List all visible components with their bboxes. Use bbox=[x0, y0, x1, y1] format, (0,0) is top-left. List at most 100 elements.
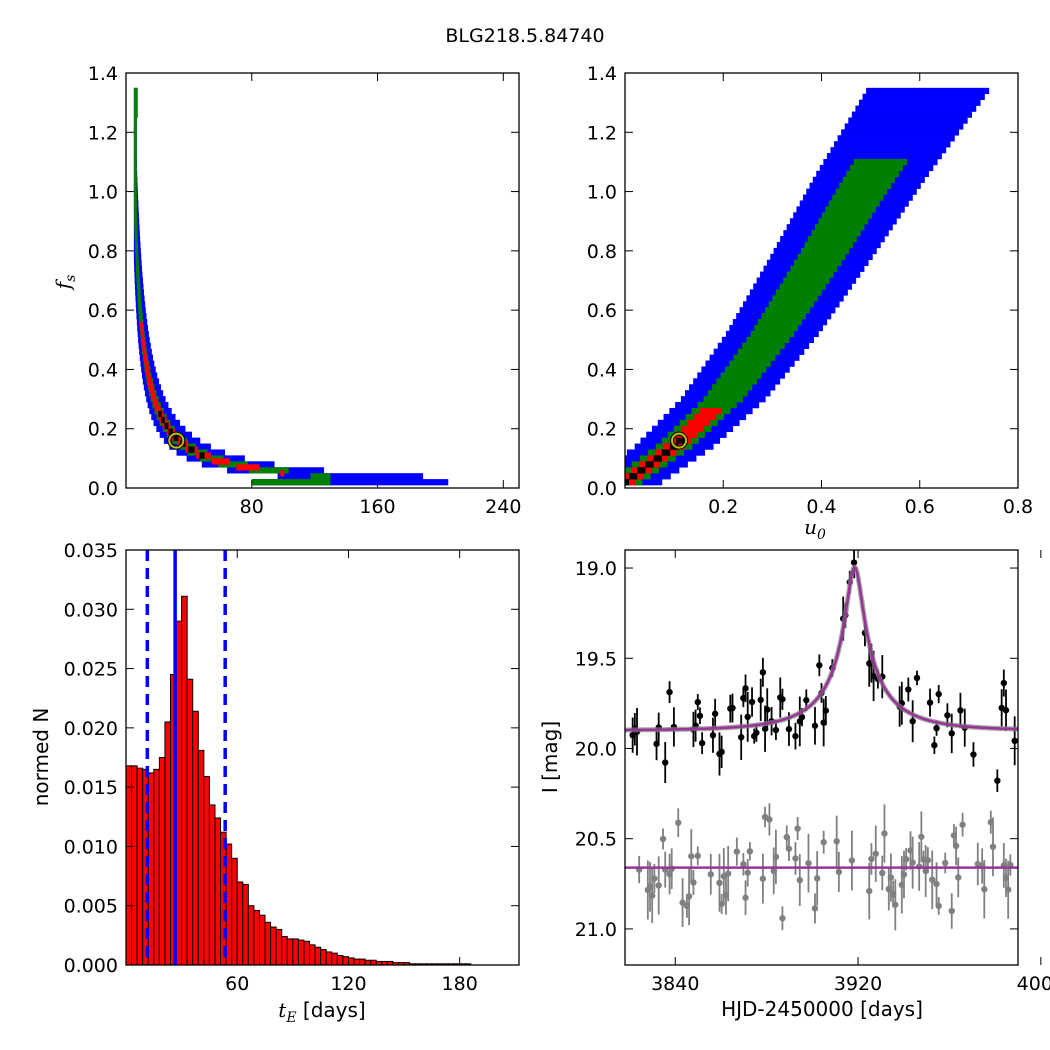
x-tick-label: 160 bbox=[359, 496, 395, 518]
density-cell bbox=[866, 87, 990, 95]
histogram-bar bbox=[320, 949, 327, 966]
data-point bbox=[759, 669, 767, 676]
data-point bbox=[835, 868, 843, 876]
data-point bbox=[690, 879, 697, 886]
density-cell bbox=[141, 339, 146, 347]
data-point bbox=[850, 559, 858, 566]
x-tick-label: 3840 bbox=[651, 973, 699, 995]
data-point bbox=[955, 874, 962, 881]
y-tick-label: 0.0 bbox=[88, 478, 118, 500]
y-tick-label: 0.2 bbox=[587, 419, 617, 441]
density-cell bbox=[629, 473, 638, 480]
histogram-bar bbox=[253, 909, 260, 966]
data-point bbox=[959, 821, 966, 828]
data-point bbox=[1011, 737, 1018, 745]
density-cell bbox=[141, 333, 145, 341]
density-cell bbox=[757, 319, 802, 326]
histogram-bar bbox=[247, 905, 255, 966]
density-cell bbox=[134, 230, 138, 237]
density-cell bbox=[676, 437, 685, 444]
x-tick-label: 180 bbox=[442, 973, 478, 995]
density-cell bbox=[850, 164, 903, 172]
data-point bbox=[994, 777, 1001, 784]
density-cell bbox=[855, 105, 977, 112]
data-point bbox=[729, 704, 736, 712]
data-point bbox=[811, 905, 819, 912]
density-cell bbox=[135, 253, 139, 261]
density-cell bbox=[251, 479, 331, 486]
histogram-bar bbox=[125, 765, 133, 966]
data-point bbox=[933, 880, 940, 888]
y-tick-label: 0.035 bbox=[64, 540, 118, 562]
data-point bbox=[716, 879, 723, 887]
data-point bbox=[772, 853, 780, 861]
histogram-bar bbox=[264, 921, 272, 966]
y-axis-label: normed N bbox=[29, 708, 53, 807]
density-cell bbox=[133, 87, 138, 95]
data-point bbox=[981, 886, 988, 893]
density-cell bbox=[779, 283, 826, 290]
y-tick-label: 1.0 bbox=[88, 182, 118, 204]
density-cell bbox=[637, 467, 646, 474]
data-point bbox=[905, 686, 912, 693]
best-fit-point bbox=[168, 432, 185, 449]
density-cell bbox=[746, 336, 790, 344]
density-cell bbox=[173, 434, 179, 441]
x-tick-label: 0.8 bbox=[1003, 496, 1033, 518]
y-tick-label: 0.6 bbox=[88, 300, 118, 322]
data-point bbox=[931, 742, 938, 749]
density-cell bbox=[729, 360, 771, 367]
density-cell bbox=[158, 410, 162, 418]
data-point bbox=[909, 859, 916, 866]
histogram-bars bbox=[125, 595, 472, 966]
density-cell bbox=[693, 413, 716, 421]
histogram-bar bbox=[275, 928, 283, 966]
data-point bbox=[900, 871, 908, 878]
data-point bbox=[779, 696, 786, 703]
data-point bbox=[848, 857, 856, 864]
y-tick-label: 0.005 bbox=[64, 896, 118, 918]
data-point bbox=[662, 759, 669, 766]
density-cell bbox=[797, 253, 846, 261]
y-axis-label: fs bbox=[51, 275, 79, 292]
plot-frame bbox=[125, 549, 520, 966]
data-point bbox=[785, 725, 793, 733]
histogram-bar bbox=[270, 926, 277, 966]
histogram-bar bbox=[353, 958, 361, 966]
data-point bbox=[740, 861, 747, 868]
density-cell bbox=[249, 467, 289, 474]
histogram-bar bbox=[281, 936, 288, 966]
data-point bbox=[679, 899, 686, 906]
axis-ticks: 80 160 240 0.0 0.2 0.4 0.6 0.8 1.0 1.2 1.4 bbox=[88, 63, 522, 518]
data-point bbox=[948, 730, 955, 737]
density-cell bbox=[135, 247, 139, 255]
data-point bbox=[792, 732, 799, 740]
data-point bbox=[696, 712, 704, 720]
density-cell bbox=[137, 301, 142, 308]
density-cell bbox=[134, 218, 138, 225]
data-point bbox=[957, 707, 964, 714]
density-cell bbox=[786, 271, 834, 278]
density-cell bbox=[839, 182, 892, 189]
panel-fs-vs-u0: 0.2 0.4 0.6 0.8 0.0 0.2 0.4 0.6 0.8 1.0 1.2 1.4 u0 bbox=[587, 63, 1033, 543]
y-tick-label: 20.0 bbox=[575, 738, 617, 760]
density-cell bbox=[775, 289, 822, 296]
data-point bbox=[764, 706, 771, 713]
y-tick-label: 1.4 bbox=[587, 63, 617, 85]
density-cell bbox=[716, 378, 757, 385]
histogram-bar bbox=[325, 951, 333, 966]
y-tick-label: 0.025 bbox=[64, 659, 118, 681]
density-cell bbox=[133, 182, 137, 189]
density-cell bbox=[661, 449, 671, 456]
x-tick-label: 0.2 bbox=[708, 496, 738, 518]
data-point bbox=[944, 712, 951, 719]
histogram-bar bbox=[236, 881, 244, 966]
x-axis-label: HJD-2450000 [days] bbox=[721, 997, 923, 1021]
data-point bbox=[785, 845, 793, 852]
density-cell bbox=[811, 230, 861, 237]
data-point bbox=[779, 915, 786, 922]
data-point bbox=[811, 722, 819, 729]
data-point bbox=[935, 902, 942, 910]
density-cell bbox=[136, 277, 140, 284]
